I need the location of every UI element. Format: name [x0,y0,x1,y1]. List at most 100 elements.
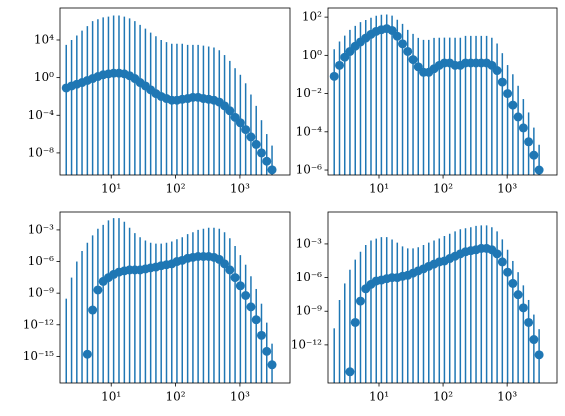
x-tick-label: 10³ [230,182,250,196]
point [78,384,87,393]
point [497,77,507,87]
point [340,52,350,62]
point [220,259,230,269]
point [350,317,360,327]
x-tick-label: 10² [433,390,453,404]
point [251,315,261,325]
x-tick-label: 10¹ [369,390,389,404]
point [392,31,402,41]
point [246,302,256,312]
point [492,249,502,259]
x-tick-label: 10² [166,182,186,196]
point [518,303,528,313]
x-tick-label: 10² [166,390,186,404]
point [492,66,502,76]
point [387,25,397,35]
point [403,46,413,56]
point [513,290,523,300]
y-tick-label: 10⁰ [34,70,54,84]
point [534,165,544,175]
point [230,273,240,283]
point [355,296,365,306]
subplot: 10¹ 10² 10³ 10⁻³ 10⁻⁶ 10⁻⁹ 10⁻¹² [291,211,558,405]
subplot: 10¹ 10² 10³ 10⁴ 10⁰ 10⁻⁴ 10⁻⁸ [28,7,291,196]
y-tick-label: 10² [302,10,322,24]
y-tick-label: 10⁻⁶ [296,270,323,284]
point [246,132,256,142]
point [345,367,355,377]
x-tick-label: 10¹ [369,182,389,196]
x-tick-label: 10¹ [101,390,121,404]
plot-area [330,225,544,405]
point [340,385,349,394]
point [524,137,534,147]
point [513,112,523,122]
y-tick-label: 10⁻¹⁵ [23,349,54,363]
y-tick-label: 10⁻¹² [23,317,54,331]
y-tick-label: 10⁻⁹ [28,286,55,300]
x-tick-label: 10³ [497,182,517,196]
y-tick-label: 10⁻⁴ [296,124,323,138]
point [503,267,513,277]
axes-frame [59,211,291,384]
point [335,60,345,70]
y-tick-label: 10⁻² [296,86,323,100]
point [262,156,272,166]
subplot: 10¹ 10² 10³ 10² 10⁰ 10⁻² 10⁻⁴ 10⁻⁶ [296,7,558,196]
x-tick-label: 10³ [497,390,517,404]
point [241,290,251,300]
plot-area [62,218,277,414]
point [335,391,344,400]
point [508,278,518,288]
point [503,89,513,99]
point [508,100,518,110]
point [225,265,235,275]
point [524,317,534,327]
point [497,257,507,267]
x-tick-label: 10² [433,182,453,196]
point [82,349,92,359]
y-tick-label: 10⁻⁶ [296,163,323,177]
point [256,330,266,340]
point [267,165,277,175]
plot-area [61,15,277,175]
point [62,405,71,414]
point [93,285,103,295]
axes-frame [327,7,558,176]
point [235,118,245,128]
plot-area [329,14,544,175]
point [330,396,339,405]
y-tick-label: 10⁻⁹ [296,304,323,318]
point [518,123,528,133]
y-tick-label: 10⁻⁶ [28,254,55,268]
point [256,148,266,158]
y-tick-label: 10⁴ [34,32,54,46]
y-tick-label: 10⁰ [302,48,322,62]
axes-frame [327,211,558,384]
point [88,305,98,315]
point [398,39,408,49]
subplot: 10¹ 10² 10³ 10⁻³ 10⁻⁶ 10⁻⁹ 10⁻¹² 10⁻¹⁵ [23,211,291,414]
point [67,394,76,403]
point [225,106,235,116]
point [329,71,339,81]
point [262,346,272,356]
point [529,335,539,345]
point [235,281,245,291]
point [529,150,539,160]
x-tick-label: 10³ [230,390,250,404]
y-tick-label: 10⁻⁸ [28,145,55,159]
axes-frame [59,7,291,176]
y-tick-label: 10⁻¹² [291,337,322,351]
point [72,389,81,398]
point [251,139,261,149]
point [267,360,277,370]
point [408,55,418,65]
y-tick-label: 10⁻³ [28,222,55,236]
y-tick-label: 10⁻⁴ [28,108,55,122]
y-tick-label: 10⁻³ [296,236,323,250]
point [241,125,251,135]
x-tick-label: 10¹ [101,182,121,196]
point [534,350,544,360]
